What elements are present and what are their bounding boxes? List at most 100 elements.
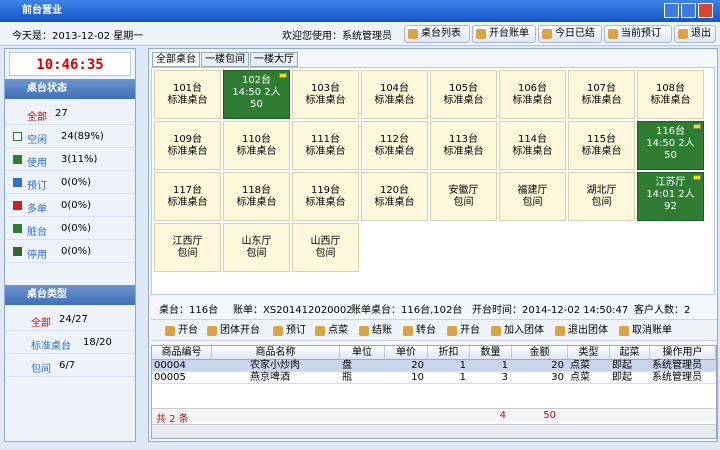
toolbar-button[interactable]: 开台 xyxy=(443,322,481,340)
table-cell[interactable]: 山西厅 包间 xyxy=(292,223,359,272)
column-header: 金额 xyxy=(512,346,568,360)
status-label: 预订 xyxy=(27,181,47,192)
table-text: 山东厅 xyxy=(241,236,272,247)
toolbar-button[interactable]: 结账 xyxy=(355,322,393,340)
table-text: 119台 xyxy=(310,185,341,196)
status-icon xyxy=(13,247,22,256)
table-text: 50 xyxy=(250,99,263,110)
sidebar: 10:46:35 桌台状态 全部 27 空闲 24(89%) 使用 3(11%) 预订 0(0%)… xyxy=(4,48,136,442)
toolbar-button[interactable]: 团体开台 xyxy=(203,322,263,340)
window-controls[interactable] xyxy=(664,3,714,19)
table-text: 标准桌台 xyxy=(650,95,691,106)
item-cell: 3 xyxy=(501,372,508,383)
table-cell[interactable]: 109台 标准桌台 xyxy=(154,121,221,170)
status-row[interactable]: 预订 0(0%) xyxy=(5,172,135,194)
status-row[interactable]: 脏台 0(0%) xyxy=(5,218,135,240)
toolbar-button[interactable]: 加入团体 xyxy=(487,322,545,340)
table-cell[interactable]: 114台 标准桌台 xyxy=(499,121,566,170)
table-cell[interactable]: 山东厅 包间 xyxy=(223,223,290,272)
item-row[interactable]: 00004 农家小炒肉 盘 20 1 1 20 点菜 即起 系统管理员 xyxy=(152,360,716,372)
status-count: 27 xyxy=(55,108,68,119)
header-button[interactable]: 退出 xyxy=(674,25,716,43)
item-cell: 20 xyxy=(551,360,564,371)
table-cell[interactable]: 101台 标准桌台 xyxy=(154,70,221,119)
status-label: 多单 xyxy=(27,204,47,215)
table-cell[interactable]: 105台 标准桌台 xyxy=(430,70,497,119)
status-row[interactable]: 多单 0(0%) xyxy=(5,195,135,217)
toolbar-button[interactable]: 取消账单 xyxy=(615,322,675,340)
column-header: 商品编号 xyxy=(152,346,212,360)
column-header: 商品名称 xyxy=(212,346,340,360)
marker xyxy=(279,73,287,78)
table-text: 106台 xyxy=(517,83,548,94)
table-cell[interactable]: 安徽厅 包间 xyxy=(430,172,497,221)
item-cell: 30 xyxy=(551,372,564,383)
status-row[interactable]: 全部 27 xyxy=(5,103,135,125)
table-cell[interactable]: 113台 标准桌台 xyxy=(430,121,497,170)
table-text: 113台 xyxy=(448,134,479,145)
table-text: 标准桌台 xyxy=(581,146,622,157)
table-text: 50 xyxy=(664,150,677,161)
scrollbar[interactable] xyxy=(152,424,716,438)
table-cell[interactable]: 119台 标准桌台 xyxy=(292,172,359,221)
header-button[interactable]: 开台账单 xyxy=(472,25,536,43)
table-cell[interactable]: 110台 标准桌台 xyxy=(223,121,290,170)
table-cell[interactable]: 江苏厅 14:01 2人 92 xyxy=(637,172,704,221)
table-text: 103台 xyxy=(310,83,341,94)
header-button[interactable]: 当前预订 xyxy=(604,25,672,43)
title-bar: 前台营业 xyxy=(0,0,720,22)
table-cell[interactable]: 江西厅 包间 xyxy=(154,223,221,272)
table-cell[interactable]: 111台 标准桌台 xyxy=(292,121,359,170)
table-cell[interactable]: 福建厅 包间 xyxy=(499,172,566,221)
tab[interactable]: 一楼大厅 xyxy=(250,52,298,67)
table-cell[interactable]: 103台 标准桌台 xyxy=(292,70,359,119)
table-text: 标准桌台 xyxy=(512,95,553,106)
bill-info: 开台时间：2014-12-02 14:50:47 xyxy=(472,305,629,316)
table-cell[interactable]: 106台 标准桌台 xyxy=(499,70,566,119)
toolbar-button[interactable]: 开台 xyxy=(161,322,198,340)
type-row[interactable]: 包间 6/7 xyxy=(5,355,135,377)
table-text: 108台 xyxy=(655,83,686,94)
table-cell[interactable]: 108台 标准桌台 xyxy=(637,70,704,119)
table-cell[interactable]: 102台 14:50 2人 50 xyxy=(223,70,290,119)
tab[interactable]: 全部桌台 xyxy=(152,52,200,67)
table-text: 14:50 2人 xyxy=(232,87,281,98)
section-title: 桌台类型 xyxy=(5,285,135,305)
item-cell: 系统管理员 xyxy=(652,372,702,383)
table-cell[interactable]: 107台 标准桌台 xyxy=(568,70,635,119)
type-row[interactable]: 标准桌台 18/20 xyxy=(5,332,135,354)
header-button[interactable]: 桌台列表 xyxy=(404,25,470,43)
bill-info: 账单桌台：116台,102台 xyxy=(351,305,463,316)
table-cell[interactable]: 118台 标准桌台 xyxy=(223,172,290,221)
type-label: 全部 xyxy=(31,318,51,329)
welcome-label: 欢迎您使用：系统管理员 xyxy=(282,31,392,42)
table-text: 标准桌台 xyxy=(167,146,208,157)
table-cell[interactable]: 104台 标准桌台 xyxy=(361,70,428,119)
tab[interactable]: 一楼包间 xyxy=(201,52,249,67)
toolbar-button[interactable]: 点菜 xyxy=(311,322,349,340)
table-text: 安徽厅 xyxy=(448,185,479,196)
table-cell[interactable]: 115台 标准桌台 xyxy=(568,121,635,170)
header-button[interactable]: 今日已结 xyxy=(538,25,602,43)
toolbar-button[interactable]: 转台 xyxy=(399,322,437,340)
status-label: 脏台 xyxy=(27,227,47,238)
table-text: 标准桌台 xyxy=(374,146,415,157)
status-label: 全部 xyxy=(27,112,47,123)
type-label: 包间 xyxy=(31,364,51,375)
status-row[interactable]: 使用 3(11%) xyxy=(5,149,135,171)
status-count: 3(11%) xyxy=(61,154,98,165)
table-cell[interactable]: 116台 14:50 2人 50 xyxy=(637,121,704,170)
item-row[interactable]: 00005 燕京啤酒 瓶 10 1 3 30 点菜 即起 系统管理员 xyxy=(152,372,716,384)
table-text: 标准桌台 xyxy=(443,146,484,157)
toolbar-button[interactable]: 退出团体 xyxy=(551,322,609,340)
toolbar-button[interactable]: 预订 xyxy=(269,322,306,340)
table-cell[interactable]: 湖北厅 包间 xyxy=(568,172,635,221)
table-cell[interactable]: 120台 标准桌台 xyxy=(361,172,428,221)
status-row[interactable]: 空闲 24(89%) xyxy=(5,126,135,148)
type-row[interactable]: 全部 24/27 xyxy=(5,309,135,331)
table-text: 标准桌台 xyxy=(305,146,346,157)
status-row[interactable]: 停用 0(0%) xyxy=(5,241,135,263)
column-header: 单位 xyxy=(340,346,385,360)
table-cell[interactable]: 112台 标准桌台 xyxy=(361,121,428,170)
table-cell[interactable]: 117台 标准桌台 xyxy=(154,172,221,221)
